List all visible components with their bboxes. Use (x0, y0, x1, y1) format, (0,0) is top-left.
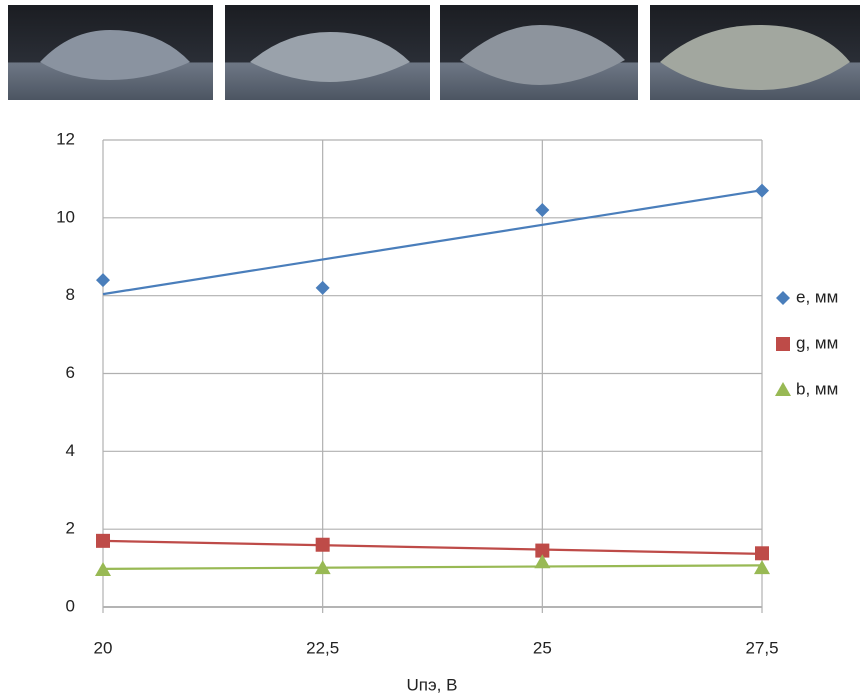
point (96, 273, 110, 287)
weld-photos (8, 5, 860, 100)
x-tick-label: 22,5 (306, 638, 339, 657)
legend-label: e, мм (796, 287, 838, 306)
point (755, 184, 769, 198)
y-tick-label: 12 (56, 129, 75, 148)
legend-marker (776, 291, 790, 305)
trendline (103, 190, 762, 294)
y-tick-label: 8 (66, 285, 75, 304)
y-tick-label: 4 (66, 441, 75, 460)
point (754, 560, 770, 574)
x-tick-label: 25 (533, 638, 552, 657)
y-tick-label: 10 (56, 207, 75, 226)
point (316, 538, 330, 552)
point (96, 534, 110, 548)
x-tick-label: 27,5 (745, 638, 778, 657)
legend-marker (776, 337, 790, 351)
y-tick-label: 6 (66, 363, 75, 382)
x-axis-label: Uпэ, В (407, 675, 458, 694)
trendline (103, 541, 762, 554)
x-tick-label: 20 (94, 638, 113, 657)
y-tick-label: 0 (66, 596, 75, 615)
point (316, 281, 330, 295)
point (755, 546, 769, 560)
point (535, 203, 549, 217)
legend-label: b, мм (796, 379, 838, 398)
legend-marker (775, 382, 791, 396)
chart: Uпэ, В 0 2 4 6 8 10 12 20 22,5 25 27,5 e, мм g, мм b,… (0, 0, 866, 697)
trendline (103, 565, 762, 569)
legend-label: g, мм (796, 333, 838, 352)
y-tick-label: 2 (66, 519, 75, 538)
